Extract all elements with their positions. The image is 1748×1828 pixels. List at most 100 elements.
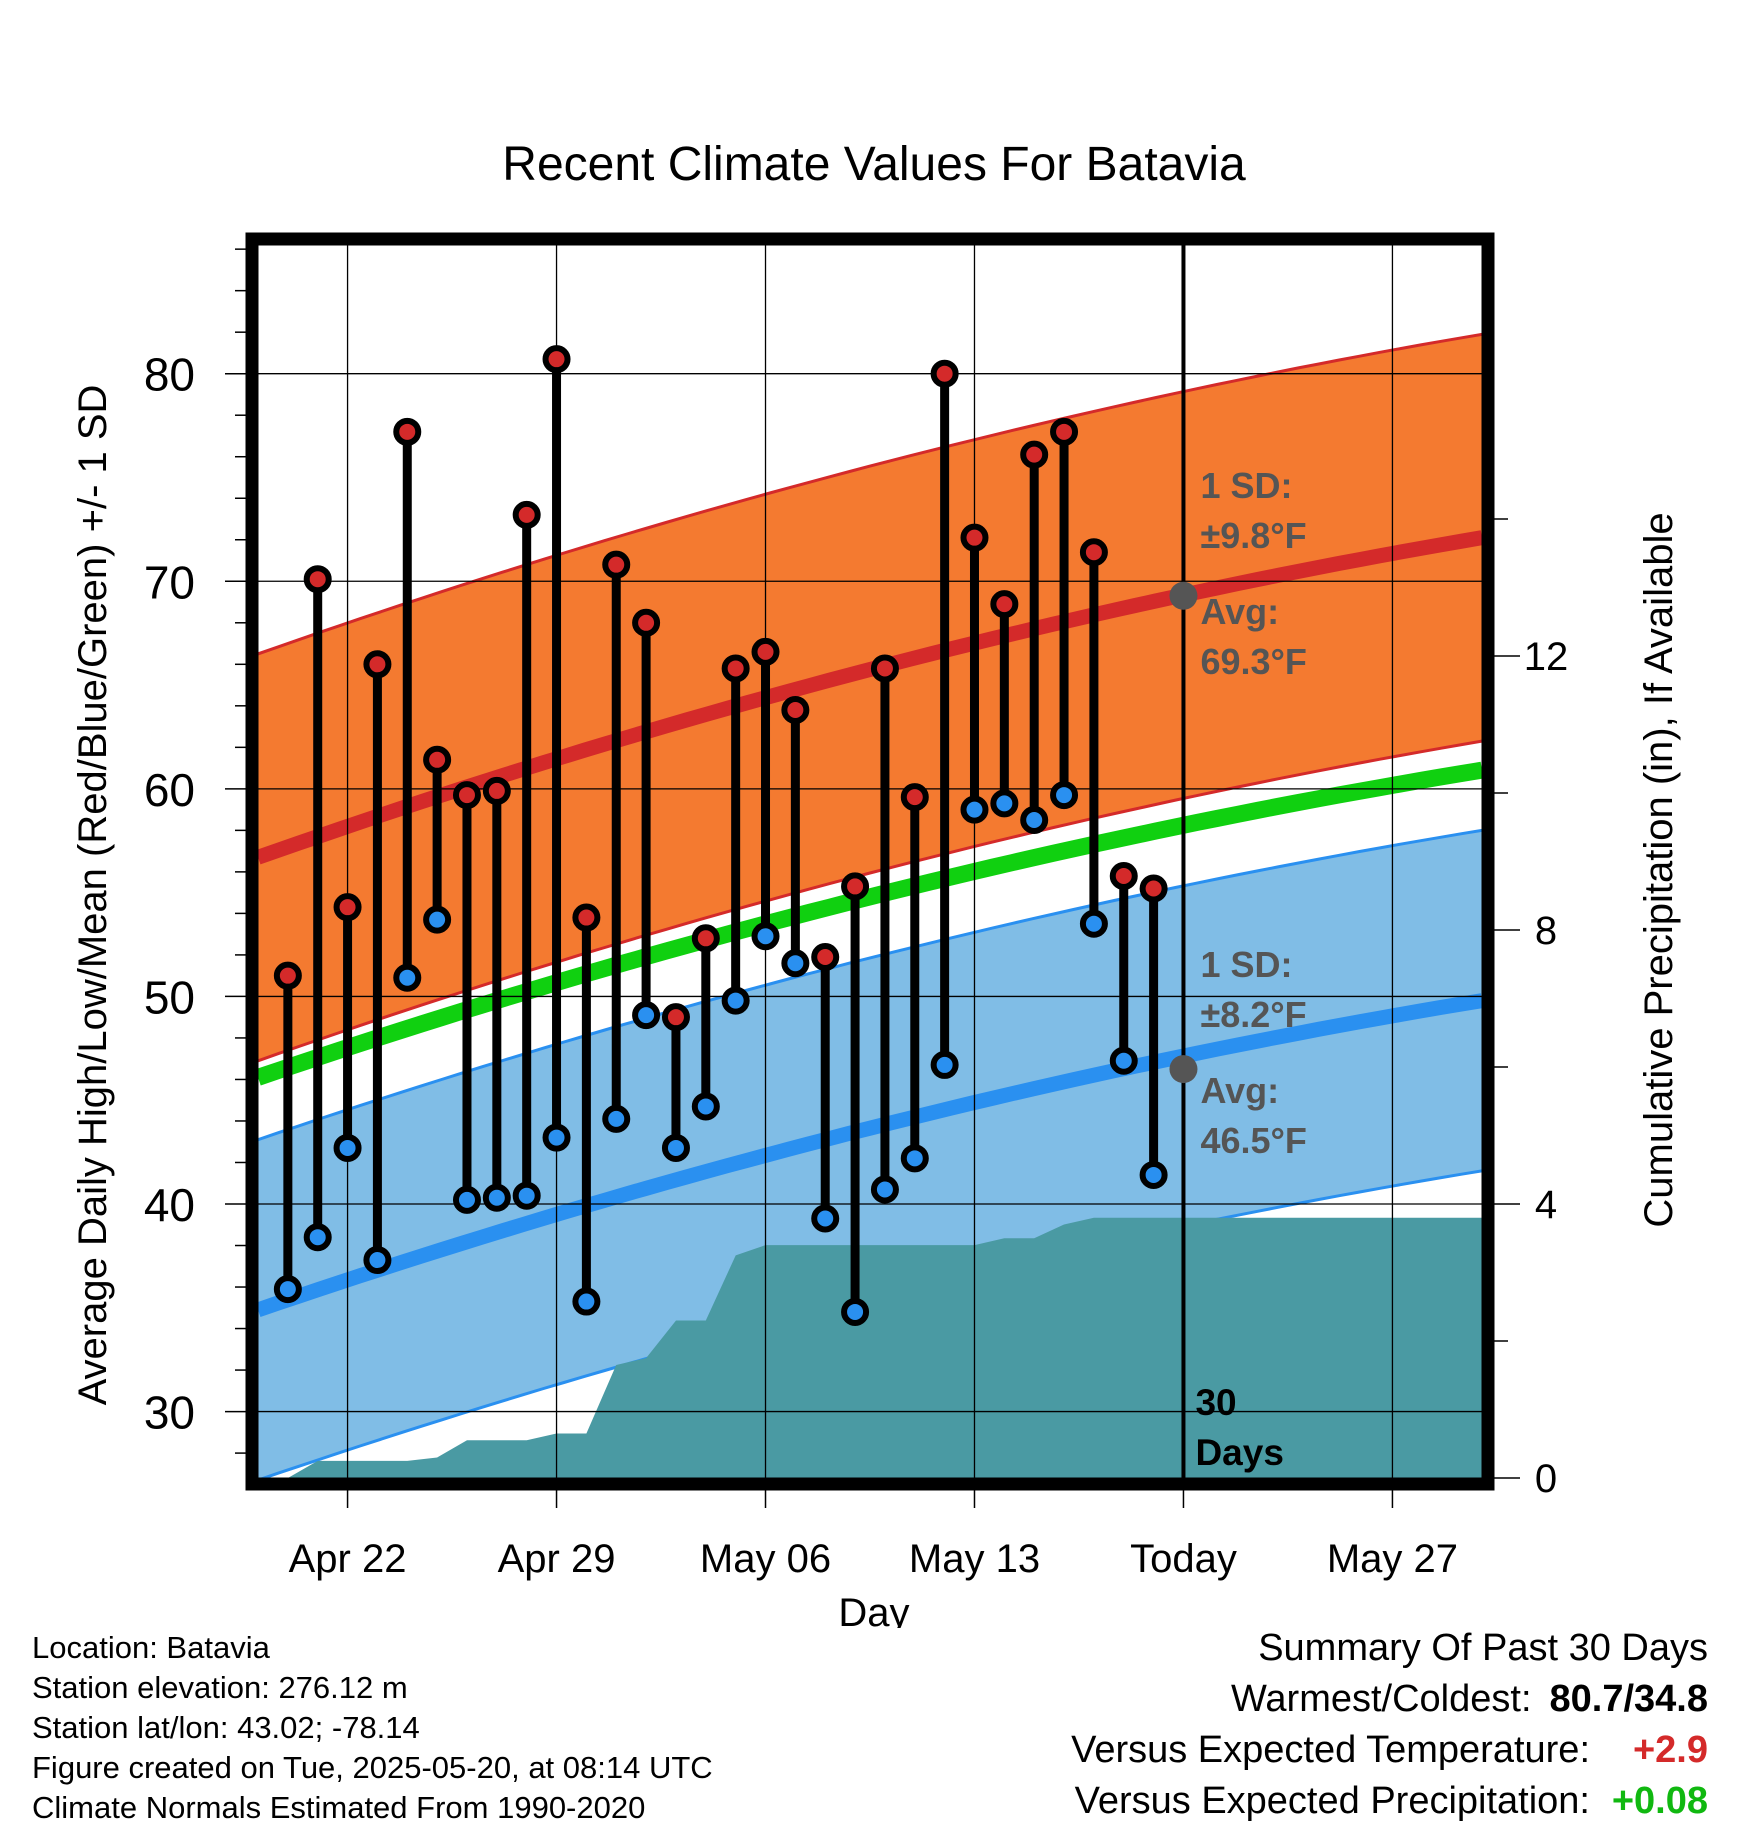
- daily-low-point: [870, 1175, 899, 1204]
- created-text: Figure created on Tue, 2025-05-20, at 08…: [32, 1750, 713, 1785]
- summary-temp-row: Versus Expected Temperature: +2.9: [1071, 1725, 1708, 1776]
- precip-label: Versus Expected Precipitation:: [1074, 1780, 1590, 1822]
- daily-low-point: [602, 1104, 631, 1133]
- x-axis-label: Day: [838, 1591, 909, 1628]
- plot-area: 1 SD: ±9.8°F Avg: 69.3°F 1 SD: ±8.2°F Avg: 46.5…: [258, 245, 1482, 1478]
- daily-low-point: [482, 1183, 511, 1212]
- location-text: Location: Batavia: [32, 1630, 270, 1665]
- daily-low-point: [751, 922, 780, 951]
- elevation-text: Station elevation: 276.12 m: [32, 1670, 408, 1705]
- daily-high-point: [1020, 440, 1049, 469]
- y2-tick-label: 8: [1535, 909, 1557, 953]
- daily-low-point: [841, 1297, 870, 1326]
- y-tick-label: 80: [144, 349, 195, 401]
- y2-tick-label: 12: [1524, 635, 1569, 679]
- x-tick-label: Apr 29: [498, 1537, 616, 1581]
- low-sd-annotation: ±8.2°F: [1200, 994, 1306, 1035]
- low-sd-band: [258, 830, 1482, 1478]
- daily-high-point: [423, 745, 452, 774]
- today-days-label: 30: [1195, 1382, 1236, 1423]
- daily-low-point: [811, 1204, 840, 1233]
- daily-high-point: [811, 942, 840, 971]
- daily-high-point: [482, 776, 511, 805]
- y-axis-label: Average Daily High/Low/Mean (Red/Blue/Gr…: [71, 385, 115, 1406]
- temp-label: Versus Expected Temperature:: [1071, 1729, 1590, 1771]
- daily-high-point: [452, 781, 481, 810]
- warm-cold-value: 80.7/34.8: [1549, 1678, 1708, 1720]
- summary-warm-cold-row: Warmest/Coldest: 80.7/34.8: [1071, 1674, 1708, 1725]
- precip-value: +0.08: [1611, 1780, 1708, 1822]
- daily-high-point: [1109, 862, 1138, 891]
- daily-low-point: [721, 986, 750, 1015]
- daily-high-point: [602, 550, 631, 579]
- daily-low-point: [303, 1223, 332, 1252]
- daily-low-point: [661, 1133, 690, 1162]
- y-tick-label: 30: [144, 1387, 195, 1439]
- daily-high-point: [542, 345, 571, 374]
- y2-tick-label: 4: [1535, 1183, 1557, 1227]
- high-sd-band: [258, 334, 1482, 1061]
- daily-low-point: [1020, 805, 1049, 834]
- x-tick-label: Apr 22: [289, 1537, 407, 1581]
- daily-high-point: [1079, 538, 1108, 567]
- y2-axis-label: Cumulative Precipitation (in), If Availa…: [1637, 512, 1681, 1227]
- axes: 30 40 50 60 70 80 0 4 8 12 Apr 22 Apr 29 May 06 May 1…: [144, 232, 1569, 1581]
- daily-high-point: [363, 650, 392, 679]
- y2-tick-label: 0: [1535, 1457, 1557, 1501]
- latlon-text: Station lat/lon: 43.02; -78.14: [32, 1710, 420, 1745]
- daily-low-point: [990, 789, 1019, 818]
- normal-low-line: [258, 993, 1482, 1317]
- high-avg-annotation: 69.3°F: [1200, 641, 1306, 682]
- daily-high-point: [632, 608, 661, 637]
- climate-chart: Recent Climate Values For Batavia 1 SD: ±…: [71, 138, 1681, 1628]
- daily-low-point: [452, 1185, 481, 1214]
- daily-high-point: [841, 872, 870, 901]
- low-avg-marker: [1169, 1055, 1198, 1084]
- normal-mean-line: [258, 761, 1482, 1086]
- daily-low-point: [393, 963, 422, 992]
- plot-content: 1 SD: ±9.8°F Avg: 69.3°F 1 SD: ±8.2°F Avg: 46.5…: [258, 245, 1482, 1478]
- daily-high-point: [661, 1003, 690, 1032]
- daily-high-point: [1139, 874, 1168, 903]
- daily-high-point: [572, 903, 601, 932]
- normals-text: Climate Normals Estimated From 1990-2020: [32, 1790, 646, 1825]
- x-tick-label: May 27: [1327, 1537, 1458, 1581]
- daily-high-point: [721, 654, 750, 683]
- daily-high-point: [900, 783, 929, 812]
- daily-low-point: [1139, 1160, 1168, 1189]
- low-sd-annotation: 1 SD:: [1200, 944, 1292, 985]
- daily-low-point: [423, 905, 452, 934]
- daily-low-point: [333, 1133, 362, 1162]
- y-tick-label: 40: [144, 1179, 195, 1231]
- daily-high-point: [870, 654, 899, 683]
- x-tick-label: Today: [1130, 1537, 1237, 1581]
- daily-high-point: [1050, 417, 1079, 446]
- station-info: Location: Batavia Station elevation: 276…: [32, 1628, 713, 1828]
- daily-high-point: [990, 590, 1019, 619]
- plot-frame: [245, 232, 1495, 1491]
- high-sd-annotation: ±9.8°F: [1200, 515, 1306, 556]
- daily-high-point: [512, 500, 541, 529]
- low-avg-annotation: 46.5°F: [1200, 1120, 1306, 1161]
- cumulative-precip-area: [258, 1217, 1482, 1478]
- daily-high-point: [781, 695, 810, 724]
- daily-low-point: [572, 1287, 601, 1316]
- daily-low-point: [930, 1050, 959, 1079]
- today-days-label: Days: [1195, 1432, 1283, 1473]
- daily-low-point: [960, 795, 989, 824]
- daily-high-point: [333, 893, 362, 922]
- daily-high-point: [273, 961, 302, 990]
- warm-cold-label: Warmest/Coldest:: [1230, 1678, 1532, 1720]
- daily-low-point: [1109, 1046, 1138, 1075]
- daily-high-point: [303, 565, 332, 594]
- y-tick-label: 50: [144, 971, 195, 1023]
- daily-high-point: [930, 359, 959, 388]
- x-tick-label: May 13: [909, 1537, 1040, 1581]
- daily-low-point: [273, 1275, 302, 1304]
- y-tick-label: 70: [144, 556, 195, 608]
- daily-low-point: [1050, 781, 1079, 810]
- x-tick-label: May 06: [700, 1537, 831, 1581]
- summary-precip-row: Versus Expected Precipitation: +0.08: [1071, 1776, 1708, 1827]
- high-sd-upper-edge: [258, 332, 1482, 656]
- daily-high-point: [960, 523, 989, 552]
